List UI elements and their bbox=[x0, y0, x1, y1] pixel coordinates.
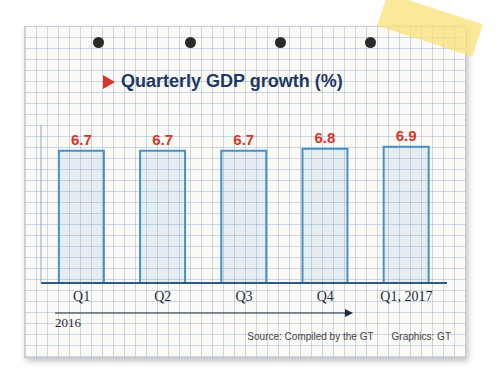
html-text:Source: Compiled by the GT: Source: Compiled by the GT bbox=[247, 331, 374, 342]
svg-text:Q1: Q1 bbox=[73, 289, 90, 304]
svg-text:6.8: 6.8 bbox=[315, 129, 336, 146]
svg-text:6.7: 6.7 bbox=[233, 131, 254, 148]
svg-text:6.7: 6.7 bbox=[71, 131, 92, 148]
svg-text:Q3: Q3 bbox=[235, 289, 252, 304]
svg-text:6.7: 6.7 bbox=[152, 131, 173, 148]
svg-text:Q1, 2017: Q1, 2017 bbox=[380, 289, 432, 304]
svg-text:Q4: Q4 bbox=[317, 289, 334, 304]
svg-text:6.9: 6.9 bbox=[396, 127, 417, 144]
html-text:Graphics: GT: Graphics: GT bbox=[391, 331, 451, 342]
html-text:2016: 2016 bbox=[55, 315, 81, 330]
html-text:Quarterly GDP growth (%): Quarterly GDP growth (%) bbox=[121, 71, 343, 91]
svg-text:Q2: Q2 bbox=[154, 289, 171, 304]
